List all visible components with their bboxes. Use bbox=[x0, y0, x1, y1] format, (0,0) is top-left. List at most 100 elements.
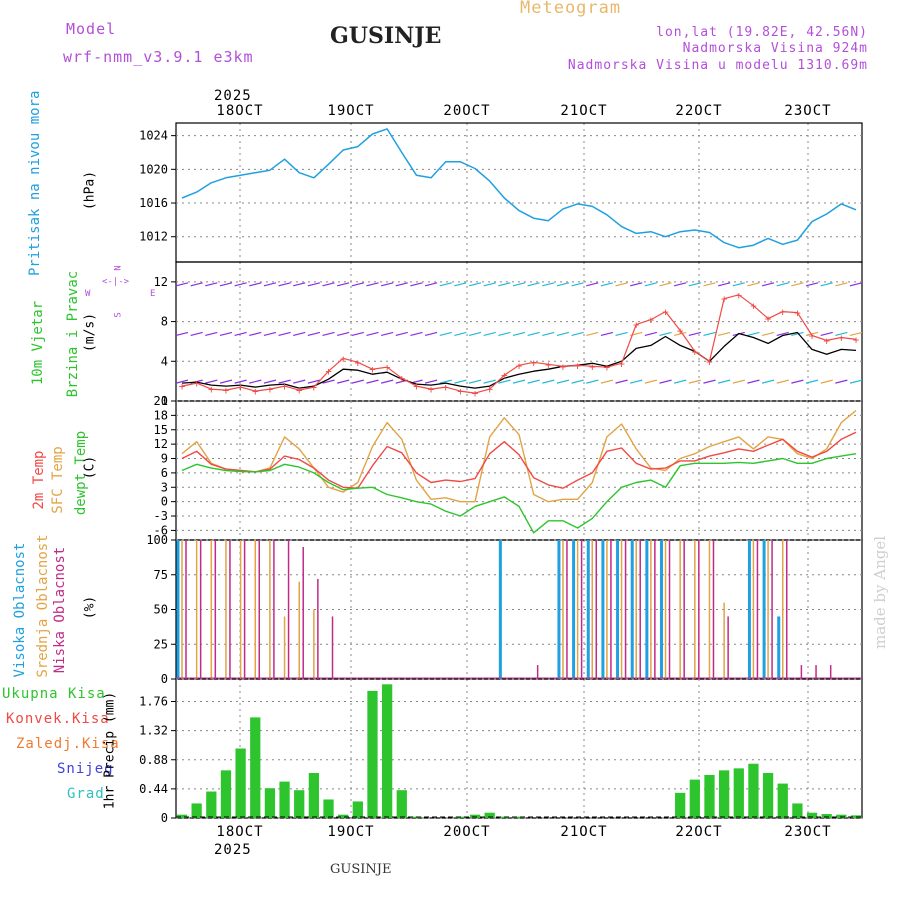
wind-barb-1-42 bbox=[791, 331, 804, 337]
ytick-label-2-7: 0 bbox=[161, 495, 168, 509]
wind-barb-0-6 bbox=[263, 379, 277, 384]
top-year-label: 2025 bbox=[214, 88, 252, 104]
precip-bar-6 bbox=[264, 788, 276, 818]
wind-barb-2-44 bbox=[820, 282, 833, 287]
wind-barb-1-24 bbox=[527, 331, 540, 337]
precip-bar-23 bbox=[513, 816, 525, 818]
wind-barb-1-39 bbox=[747, 331, 760, 337]
wind-barb-0-27 bbox=[571, 379, 584, 384]
wind-barb-1-12 bbox=[351, 331, 364, 337]
wind-barb-1-18 bbox=[439, 331, 452, 337]
wind-barb-2-0 bbox=[175, 282, 189, 287]
wind-barb-1-22 bbox=[498, 331, 511, 337]
ytick-label-2-2: 15 bbox=[154, 423, 168, 437]
wind-barb-2-4 bbox=[234, 282, 247, 287]
ytick-label-4-4: 0 bbox=[161, 811, 168, 825]
elevation-label: Nadmorska Visina 924m bbox=[682, 41, 868, 56]
wind-barb-2-29 bbox=[600, 282, 614, 287]
wind-barb-0-18 bbox=[439, 379, 452, 384]
precip-bar-15 bbox=[396, 790, 407, 818]
ytick-label-2-3: 12 bbox=[154, 437, 168, 451]
precip-bar-44 bbox=[821, 814, 832, 818]
wind-gust-mark-11: + bbox=[340, 352, 347, 365]
wind-barb-1-28 bbox=[586, 331, 599, 337]
wind-gust-mark-5: + bbox=[252, 385, 259, 398]
wind-barb-0-19 bbox=[454, 379, 467, 384]
precip-legend-snow: Snijeg bbox=[57, 761, 114, 777]
wind-barb-2-35 bbox=[688, 282, 701, 287]
wind-gust-mark-18: + bbox=[442, 381, 449, 394]
precip-bar-37 bbox=[719, 770, 730, 818]
wind-barb-2-2 bbox=[205, 282, 218, 287]
wind-gust-mark-26: + bbox=[560, 360, 567, 373]
wind-barb-2-7 bbox=[278, 282, 291, 287]
precip-bar-39 bbox=[748, 763, 759, 818]
precip-legend-frz: Zaledj.Kisa bbox=[16, 736, 120, 752]
date-bottom-4: 22OCT bbox=[675, 824, 722, 840]
precip-bar-45 bbox=[836, 814, 847, 818]
ytick-label-2-6: 3 bbox=[161, 480, 168, 494]
bottom-year-label: 2025 bbox=[214, 842, 252, 858]
wind-gust-mark-37: + bbox=[721, 293, 728, 306]
precip-bar-9 bbox=[308, 772, 319, 818]
wind-gust-mark-40: + bbox=[765, 313, 772, 326]
date-bottom-1: 19OCT bbox=[327, 824, 374, 840]
precip-bar-12 bbox=[352, 801, 363, 818]
precip-bar-0 bbox=[176, 814, 188, 818]
wind-barb-2-24 bbox=[527, 282, 540, 287]
wind-barb-2-25 bbox=[542, 282, 555, 287]
precip-bar-5 bbox=[250, 717, 261, 818]
ytick-label-1-3: 0 bbox=[161, 394, 168, 408]
date-top-1: 19OCT bbox=[327, 103, 374, 119]
wind-gust-mark-8: + bbox=[296, 384, 303, 397]
precip-legend-hail: Grad bbox=[67, 786, 105, 802]
wind-barb-0-4 bbox=[234, 379, 247, 384]
wind-barb-1-45 bbox=[835, 331, 848, 337]
wind-barb-2-16 bbox=[410, 282, 423, 287]
wind-barb-1-37 bbox=[717, 331, 731, 337]
wind-barb-0-44 bbox=[820, 379, 833, 384]
compass-east: E bbox=[150, 289, 156, 299]
wind-barb-2-32 bbox=[644, 282, 658, 287]
wind-gust-mark-44: + bbox=[823, 334, 830, 347]
wind-gust-mark-4: + bbox=[237, 381, 244, 394]
wind-barb-0-12 bbox=[351, 379, 364, 384]
wind-barb-0-11 bbox=[337, 379, 350, 384]
wind-gust-mark-45: + bbox=[838, 331, 845, 344]
wind-barb-2-22 bbox=[498, 282, 511, 287]
wind-barb-2-15 bbox=[395, 282, 408, 287]
wind-barb-2-18 bbox=[439, 282, 452, 287]
wind-barb-2-9 bbox=[307, 282, 321, 287]
precip-bar-14 bbox=[382, 684, 393, 818]
wind-barb-1-10 bbox=[322, 331, 335, 337]
date-top-5: 23OCT bbox=[784, 103, 831, 119]
wind-barb-2-1 bbox=[190, 282, 203, 287]
ytick-label-2-9: -6 bbox=[154, 523, 168, 537]
wind-barb-1-4 bbox=[234, 331, 247, 337]
wind-barb-2-34 bbox=[674, 282, 687, 287]
wind-gust-mark-42: + bbox=[794, 307, 801, 320]
panel-frame-4 bbox=[175, 678, 863, 819]
wind-barb-1-3 bbox=[219, 331, 233, 337]
precip-bar-38 bbox=[733, 768, 744, 818]
wind-barb-2-12 bbox=[351, 282, 364, 287]
wind-barb-0-17 bbox=[424, 379, 438, 384]
wind-gust-mark-36: + bbox=[706, 355, 713, 368]
wind-barb-1-40 bbox=[761, 331, 775, 337]
wind-barb-1-46 bbox=[849, 331, 863, 337]
ytick-label-3-3: 25 bbox=[154, 637, 168, 651]
ytick-label-2-1: 18 bbox=[154, 408, 168, 422]
ytick-label-0-1: 1020 bbox=[139, 162, 168, 176]
ytick-label-0-0: 1024 bbox=[139, 129, 168, 143]
wind-barb-0-31 bbox=[630, 379, 643, 384]
precip-bar-4 bbox=[235, 748, 246, 818]
precip-legend-total: Ukupna Kisa bbox=[2, 686, 106, 702]
wind-barb-2-40 bbox=[761, 282, 775, 287]
wind-gust-mark-28: + bbox=[589, 360, 596, 373]
date-bottom-2: 20OCT bbox=[443, 824, 490, 840]
wind-barb-1-14 bbox=[380, 331, 394, 337]
sfc-temp-line bbox=[181, 410, 857, 503]
wind-barb-1-15 bbox=[395, 331, 408, 337]
wind-barb-1-5 bbox=[249, 331, 262, 337]
meteogram-label: Meteogram bbox=[520, 0, 622, 18]
